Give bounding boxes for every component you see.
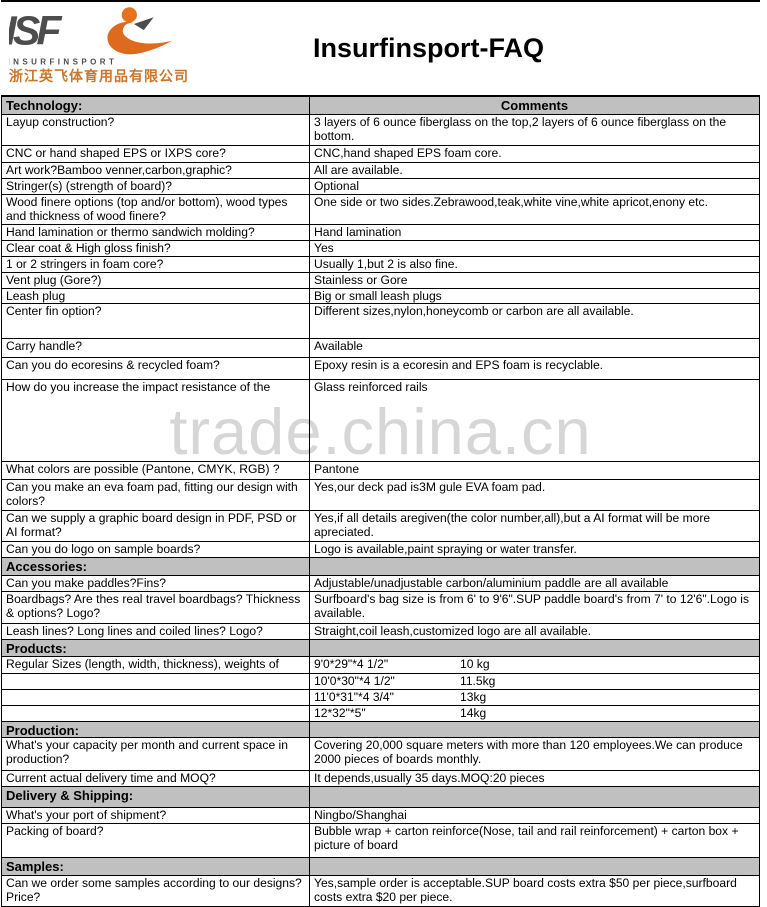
svg-text:ISF: ISF xyxy=(9,8,62,54)
